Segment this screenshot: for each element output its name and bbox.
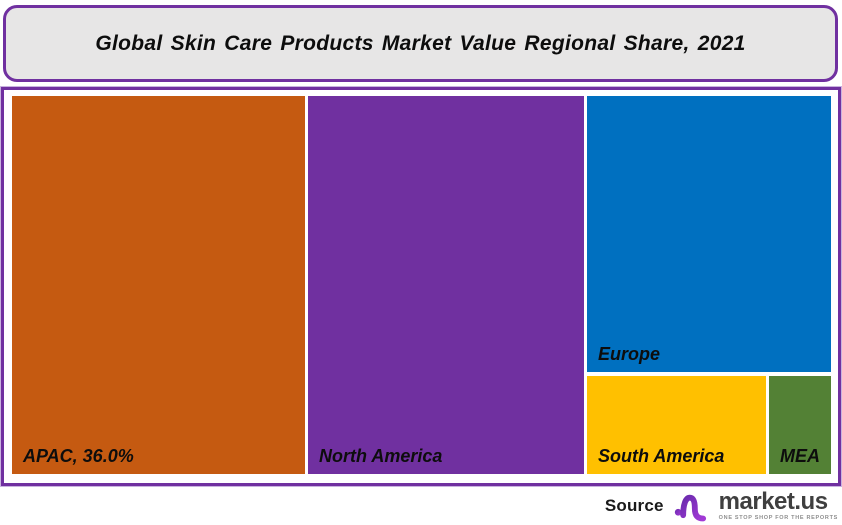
source-label: Source xyxy=(604,496,664,515)
treemap-tile-north-america: North America xyxy=(308,96,584,474)
tile-label-apac: APAC, 36.0% xyxy=(23,446,134,466)
chart-title-box: Global Skin Care Products Market Value R… xyxy=(3,5,838,82)
treemap-tile-europe: Europe xyxy=(587,96,831,372)
tile-label-south-america: South America xyxy=(598,446,725,466)
treemap-tile-apac: APAC, 36.0% xyxy=(12,96,305,474)
source-attribution: Source market.us ONE STOP SHOP FOR THE R… xyxy=(605,489,838,523)
marketus-logo: market.us ONE STOP SHOP FOR THE REPORTS xyxy=(674,489,838,523)
treemap-tile-mea: MEA xyxy=(769,376,831,474)
tile-label-mea: MEA xyxy=(780,446,820,466)
treemap-tile-south-america: South America xyxy=(587,376,766,474)
tile-label-europe: Europe xyxy=(598,344,661,364)
tile-label-north-america: North America xyxy=(319,446,443,466)
marketus-tagline: ONE STOP SHOP FOR THE REPORTS xyxy=(718,515,838,522)
chart-title: Global Skin Care Products Market Value R… xyxy=(95,31,746,55)
marketus-brand-name: market.us xyxy=(718,488,828,516)
marketus-wave-icon xyxy=(674,491,713,522)
